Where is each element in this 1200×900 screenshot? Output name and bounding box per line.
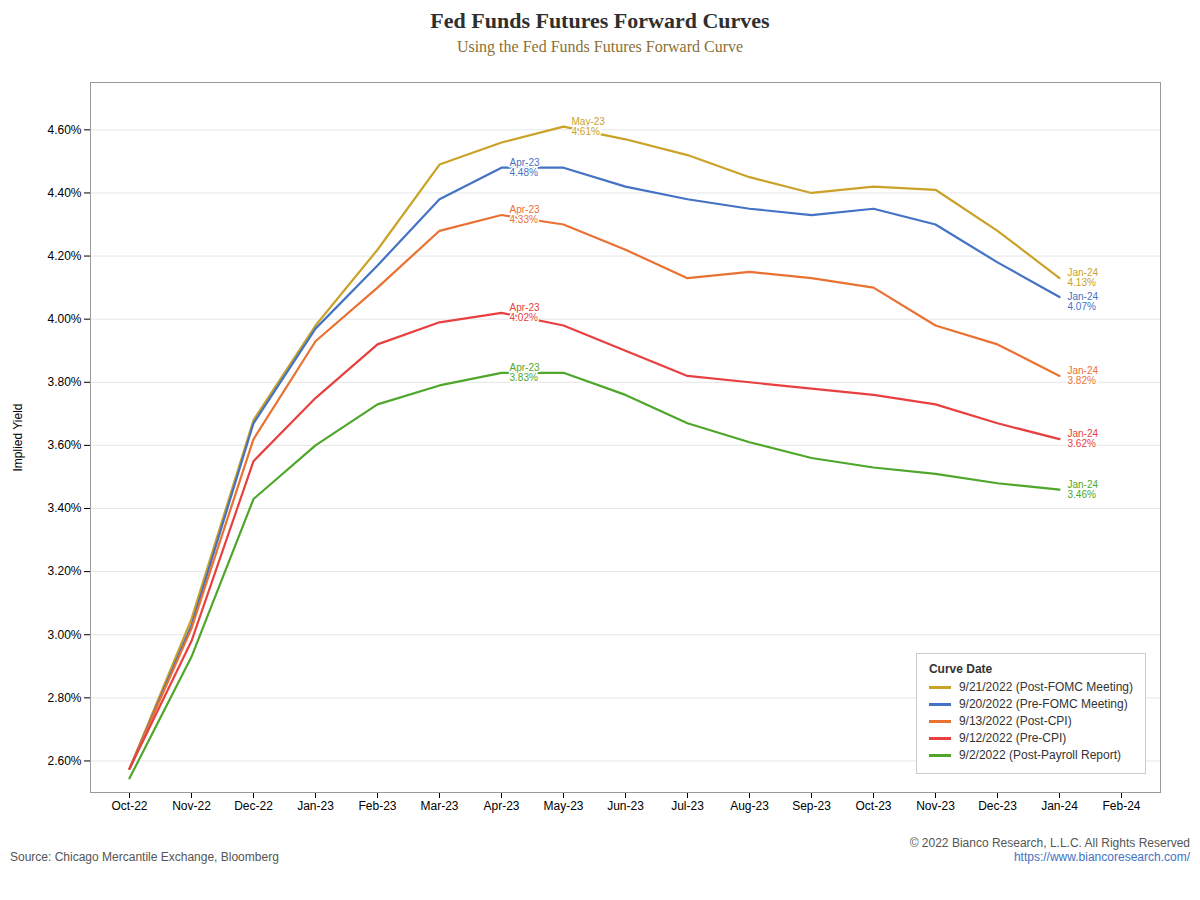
svg-text:3.80%: 3.80% [47, 375, 81, 389]
svg-text:Jan-244.13%: Jan-244.13% [1068, 267, 1099, 288]
svg-text:Nov-22: Nov-22 [172, 799, 211, 813]
svg-text:Apr-23: Apr-23 [483, 799, 519, 813]
svg-text:Aug-23: Aug-23 [730, 799, 769, 813]
html-text:9/12/2022 (Pre-CPI): 9/12/2022 (Pre-CPI) [958, 731, 1067, 745]
html-text:Source: Chicago Mercantile Exc: Source: Chicago Mercantile Exchange, Blo… [10, 850, 279, 864]
svg-text:Sep-23: Sep-23 [792, 799, 831, 813]
svg-text:Oct-22: Oct-22 [111, 799, 147, 813]
svg-text:3.60%: 3.60% [47, 438, 81, 452]
html-text:© 2022 Bianco Research, L.L.C.: © 2022 Bianco Research, L.L.C. All Right… [909, 836, 1190, 850]
svg-text:4.20%: 4.20% [47, 249, 81, 263]
html-text:Curve Date: Curve Date [928, 662, 993, 676]
svg-text:Apr-234.33%: Apr-234.33% [510, 204, 540, 225]
svg-text:Jul-23: Jul-23 [671, 799, 704, 813]
html-text:Fed Funds Futures Forward Curv: Fed Funds Futures Forward Curves [430, 8, 770, 33]
svg-text:Jan-23: Jan-23 [297, 799, 334, 813]
html-text:https://www.biancoresearch.com: https://www.biancoresearch.com/ [1013, 850, 1190, 864]
svg-text:Jun-23: Jun-23 [607, 799, 644, 813]
svg-text:Mar-23: Mar-23 [420, 799, 458, 813]
svg-text:2.80%: 2.80% [47, 691, 81, 705]
html-text:9/2/2022 (Post-Payroll Report): 9/2/2022 (Post-Payroll Report) [958, 748, 1121, 762]
svg-text:4.60%: 4.60% [47, 123, 81, 137]
svg-text:Jan-244.07%: Jan-244.07% [1068, 291, 1099, 312]
svg-text:Apr-234.02%: Apr-234.02% [510, 302, 540, 323]
svg-text:Jan-243.62%: Jan-243.62% [1068, 428, 1099, 449]
html-text:9/20/2022 (Pre-FOMC Meeting): 9/20/2022 (Pre-FOMC Meeting) [958, 697, 1128, 711]
html-text:9/21/2022 (Post-FOMC Meeting): 9/21/2022 (Post-FOMC Meeting) [958, 680, 1133, 694]
svg-text:Jan-243.46%: Jan-243.46% [1068, 479, 1099, 500]
svg-text:Apr-233.83%: Apr-233.83% [510, 362, 540, 383]
svg-text:Feb-24: Feb-24 [1102, 799, 1140, 813]
svg-text:Dec-22: Dec-22 [234, 799, 273, 813]
svg-text:4.00%: 4.00% [47, 312, 81, 326]
svg-text:Jan-243.82%: Jan-243.82% [1068, 365, 1099, 386]
svg-text:May-23: May-23 [543, 799, 583, 813]
svg-text:Implied Yield: Implied Yield [11, 403, 25, 471]
svg-text:Jan-24: Jan-24 [1041, 799, 1078, 813]
svg-text:2.60%: 2.60% [47, 754, 81, 768]
svg-text:3.00%: 3.00% [47, 628, 81, 642]
svg-text:May-234.61%: May-234.61% [572, 116, 606, 137]
svg-text:Nov-23: Nov-23 [916, 799, 955, 813]
svg-text:Apr-234.48%: Apr-234.48% [510, 157, 540, 178]
html-text:Using the Fed Funds Futures Fo: Using the Fed Funds Futures Forward Curv… [456, 38, 744, 55]
svg-text:Oct-23: Oct-23 [855, 799, 891, 813]
svg-text:3.40%: 3.40% [47, 501, 81, 515]
svg-text:4.40%: 4.40% [47, 186, 81, 200]
svg-text:Dec-23: Dec-23 [978, 799, 1017, 813]
html-text:9/13/2022 (Post-CPI): 9/13/2022 (Post-CPI) [958, 714, 1072, 728]
svg-text:Feb-23: Feb-23 [358, 799, 396, 813]
svg-text:3.20%: 3.20% [47, 564, 81, 578]
